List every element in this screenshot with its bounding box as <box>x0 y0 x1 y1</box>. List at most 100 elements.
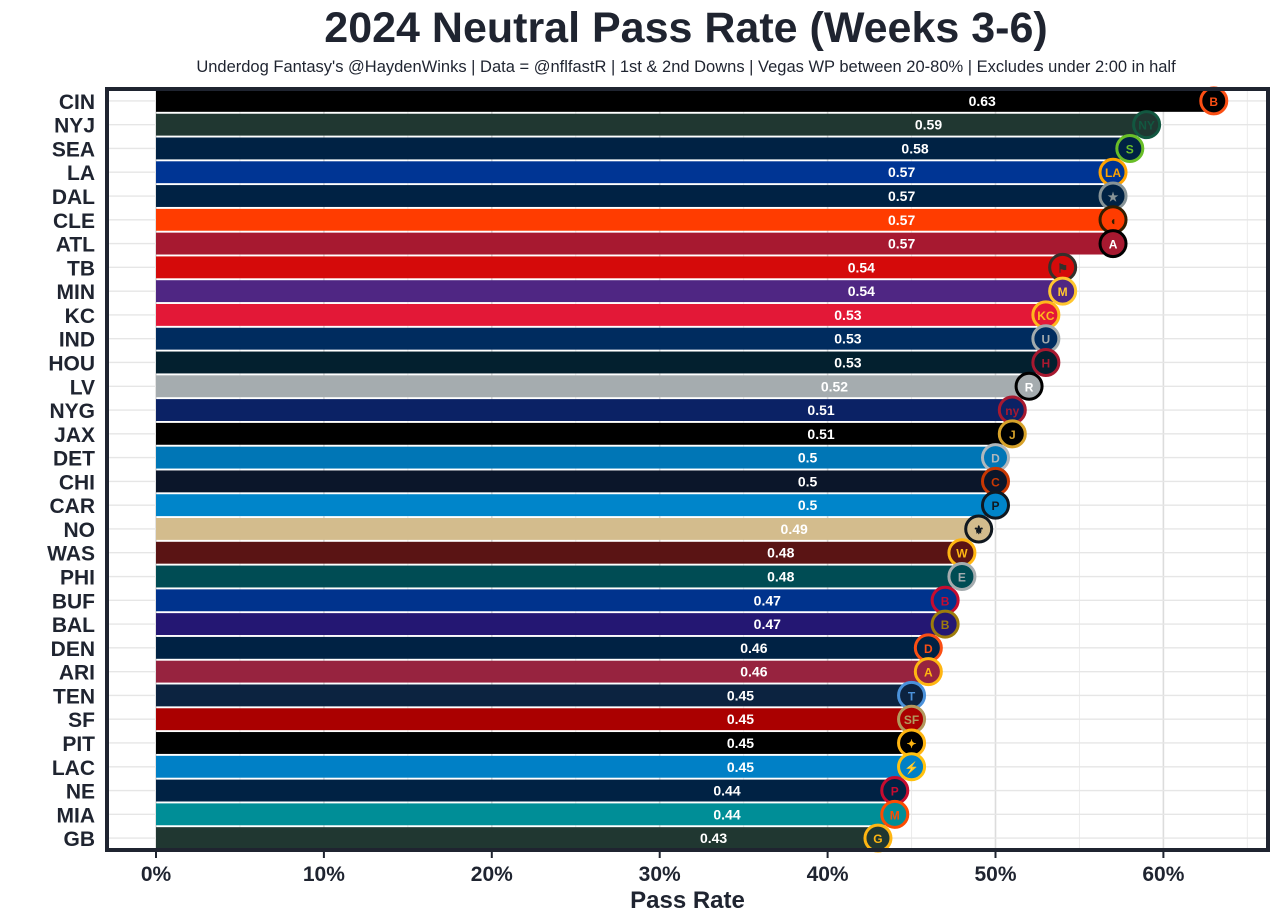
team-logo-jax: J <box>997 419 1027 449</box>
svg-text:P: P <box>891 785 899 799</box>
bar-kc <box>156 303 1046 326</box>
svg-text:M: M <box>1058 285 1068 299</box>
svg-text:C: C <box>991 475 1000 489</box>
value-label-ari: 0.46 <box>740 664 767 680</box>
team-logo-cle: ◖ <box>1098 205 1128 235</box>
value-label-sf: 0.45 <box>727 711 754 727</box>
svg-text:★: ★ <box>1108 190 1119 204</box>
svg-text:B: B <box>1209 95 1218 109</box>
value-label-lac: 0.45 <box>727 759 754 775</box>
y-tick-cin: CIN <box>59 91 95 114</box>
team-logo-dal: ★ <box>1098 181 1128 211</box>
svg-text:H: H <box>1042 356 1051 370</box>
svg-text:A: A <box>924 666 933 680</box>
y-tick-chi: CHI <box>59 471 95 494</box>
svg-text:J: J <box>1009 428 1016 442</box>
team-logo-car: P <box>981 490 1010 520</box>
team-logo-ari: A <box>913 657 943 687</box>
y-tick-ari: ARI <box>59 662 95 685</box>
bar-was <box>156 541 962 564</box>
y-tick-was: WAS <box>47 543 95 566</box>
value-label-gb: 0.43 <box>700 830 727 846</box>
bar-car <box>156 494 996 517</box>
y-tick-lac: LAC <box>52 757 95 780</box>
y-tick-hou: HOU <box>48 352 95 375</box>
svg-text:S: S <box>1126 142 1134 156</box>
value-label-nyg: 0.51 <box>807 402 834 418</box>
bar-tb <box>156 256 1063 279</box>
bar-buf <box>156 589 946 612</box>
team-logo-lac: ⚡ <box>897 752 927 782</box>
y-tick-ne: NE <box>66 781 95 804</box>
svg-text:B: B <box>941 618 950 632</box>
team-logo-bal: B <box>930 609 960 639</box>
value-label-den: 0.46 <box>740 640 767 656</box>
bar-cin <box>156 89 1214 112</box>
y-tick-sf: SF <box>68 709 95 732</box>
y-tick-atl: ATL <box>56 234 95 257</box>
plot-panel-border <box>105 87 1270 852</box>
y-tick-nyg: NYG <box>49 400 95 423</box>
bar-hou <box>156 351 1046 374</box>
y-tick-sea: SEA <box>52 138 95 161</box>
team-logo-ten: T <box>897 680 927 710</box>
bar-jax <box>156 422 1013 445</box>
svg-text:U: U <box>1042 333 1051 347</box>
team-logo-buf: B <box>930 585 960 615</box>
x-tick-label: 0% <box>141 863 172 886</box>
team-logo-sf: SF <box>897 704 927 734</box>
value-label-ten: 0.45 <box>727 687 754 703</box>
bar-dal <box>156 185 1114 207</box>
value-labels: 0.63 0.59 0.58 0.57 0.57 0.57 0.57 0.54 0.54 0.53… <box>700 93 996 846</box>
bar-la <box>156 161 1114 184</box>
bar-ne <box>156 779 895 802</box>
svg-text:NY: NY <box>1138 119 1155 133</box>
svg-text:P: P <box>991 499 999 513</box>
x-axis-tick-labels: 0% 10% 20% 30% 40% 50% 60% <box>141 852 1185 886</box>
svg-text:D: D <box>991 452 1000 466</box>
svg-text:LA: LA <box>1105 166 1121 180</box>
bar-den <box>156 636 929 659</box>
svg-text:W: W <box>956 547 968 561</box>
team-logo-kc: KC <box>1031 300 1061 330</box>
value-label-cin: 0.63 <box>969 93 996 109</box>
team-logo-cin: B <box>1199 86 1229 116</box>
y-tick-ten: TEN <box>53 685 95 708</box>
bar-sea <box>156 137 1130 160</box>
svg-text:A: A <box>1109 238 1118 252</box>
bar-sf <box>156 708 912 731</box>
team-logo-ind: U <box>1031 324 1061 354</box>
team-logo-gb: G <box>863 823 893 853</box>
y-tick-bal: BAL <box>52 614 95 637</box>
team-logo-nyg: ny <box>997 395 1027 425</box>
y-tick-min: MIN <box>57 281 96 304</box>
svg-text:KC: KC <box>1037 309 1055 323</box>
svg-text:B: B <box>941 594 950 608</box>
y-tick-ind: IND <box>59 329 95 352</box>
y-tick-gb: GB <box>64 828 96 851</box>
svg-text:T: T <box>908 689 916 703</box>
value-label-bal: 0.47 <box>754 616 781 632</box>
svg-text:✦: ✦ <box>907 737 917 751</box>
x-tick-label: 60% <box>1142 863 1184 886</box>
value-label-pit: 0.45 <box>727 735 754 751</box>
x-tick-label: 10% <box>303 863 345 886</box>
team-logo-phi: E <box>947 562 977 592</box>
bar-no <box>156 518 979 540</box>
svg-text:⚜: ⚜ <box>973 523 984 537</box>
team-logo-no: ⚜ <box>964 514 994 544</box>
team-logo-min: M <box>1048 276 1078 306</box>
bar-min <box>156 280 1063 303</box>
value-label-sea: 0.58 <box>901 140 928 156</box>
value-label-atl: 0.57 <box>888 236 915 252</box>
chart-subtitle: Underdog Fantasy's @HaydenWinks | Data =… <box>196 58 1176 76</box>
value-label-dal: 0.57 <box>888 188 915 204</box>
value-label-car: 0.5 <box>798 497 818 513</box>
y-tick-det: DET <box>53 448 95 471</box>
bar-mia <box>156 803 895 826</box>
bar-ind <box>156 327 1046 350</box>
team-logo-pit: ✦ <box>897 728 927 758</box>
value-label-hou: 0.53 <box>834 354 861 370</box>
x-axis-label: Pass Rate <box>630 887 745 914</box>
